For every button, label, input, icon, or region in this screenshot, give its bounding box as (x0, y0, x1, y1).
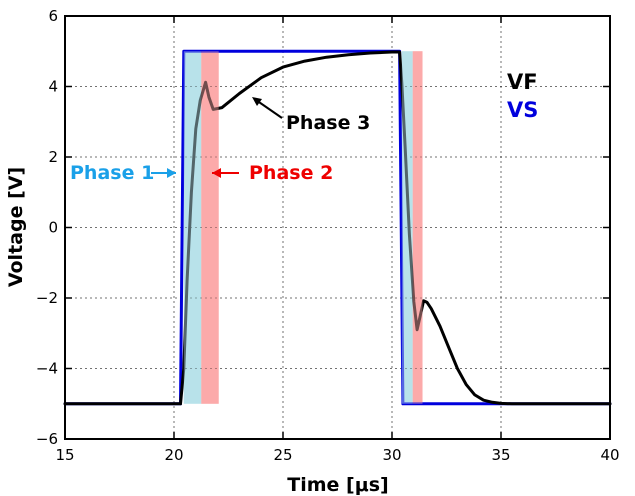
shaded-region-2 (201, 51, 219, 404)
shaded-region-4 (412, 51, 423, 404)
shaded-regions (183, 51, 423, 404)
x-axis-label: Time [μs] (287, 474, 388, 496)
y-tick-label-4: 2 (48, 148, 58, 166)
y-tick-label-0: −6 (36, 430, 58, 448)
x-tick-label-2: 25 (273, 446, 292, 464)
shaded-overlay-4 (412, 51, 423, 404)
shaded-overlay-2 (201, 51, 219, 404)
x-tick-label-0: 15 (55, 446, 74, 464)
legend-vf: VF (507, 70, 538, 94)
axis-ticks: 15 20 25 30 35 40 −6 −4 −2 0 2 4 6 (36, 7, 620, 464)
x-tick-label-5: 40 (600, 446, 619, 464)
phase1-arrowhead (167, 168, 176, 178)
phase3-arrowhead (252, 97, 262, 106)
legend-vs: VS (507, 98, 538, 122)
y-tick-label-2: −2 (36, 289, 58, 307)
y-tick-label-5: 4 (48, 78, 58, 96)
x-tick-label-3: 30 (382, 446, 401, 464)
phase2-arrowhead (212, 168, 221, 178)
y-axis-label: Voltage [V] (5, 167, 27, 287)
phase2-annotation: Phase 2 (249, 162, 333, 184)
y-tick-label-6: 6 (48, 7, 58, 25)
x-tick-label-1: 20 (164, 446, 183, 464)
shaded-overlay-1 (183, 51, 202, 404)
phase3-annotation: Phase 3 (286, 112, 370, 134)
x-tick-label-4: 35 (491, 446, 510, 464)
grid (65, 16, 610, 439)
shaded-overlay-3 (401, 51, 413, 404)
series-lines (63, 49, 612, 406)
shaded-region-3 (401, 51, 413, 404)
y-tick-label-1: −4 (36, 360, 58, 378)
y-tick-label-3: 0 (48, 219, 58, 237)
phase1-annotation: Phase 1 (70, 162, 154, 184)
shaded-region-1 (183, 51, 202, 404)
series-vf-line (63, 50, 612, 406)
phase3-arrow-line (255, 99, 283, 119)
